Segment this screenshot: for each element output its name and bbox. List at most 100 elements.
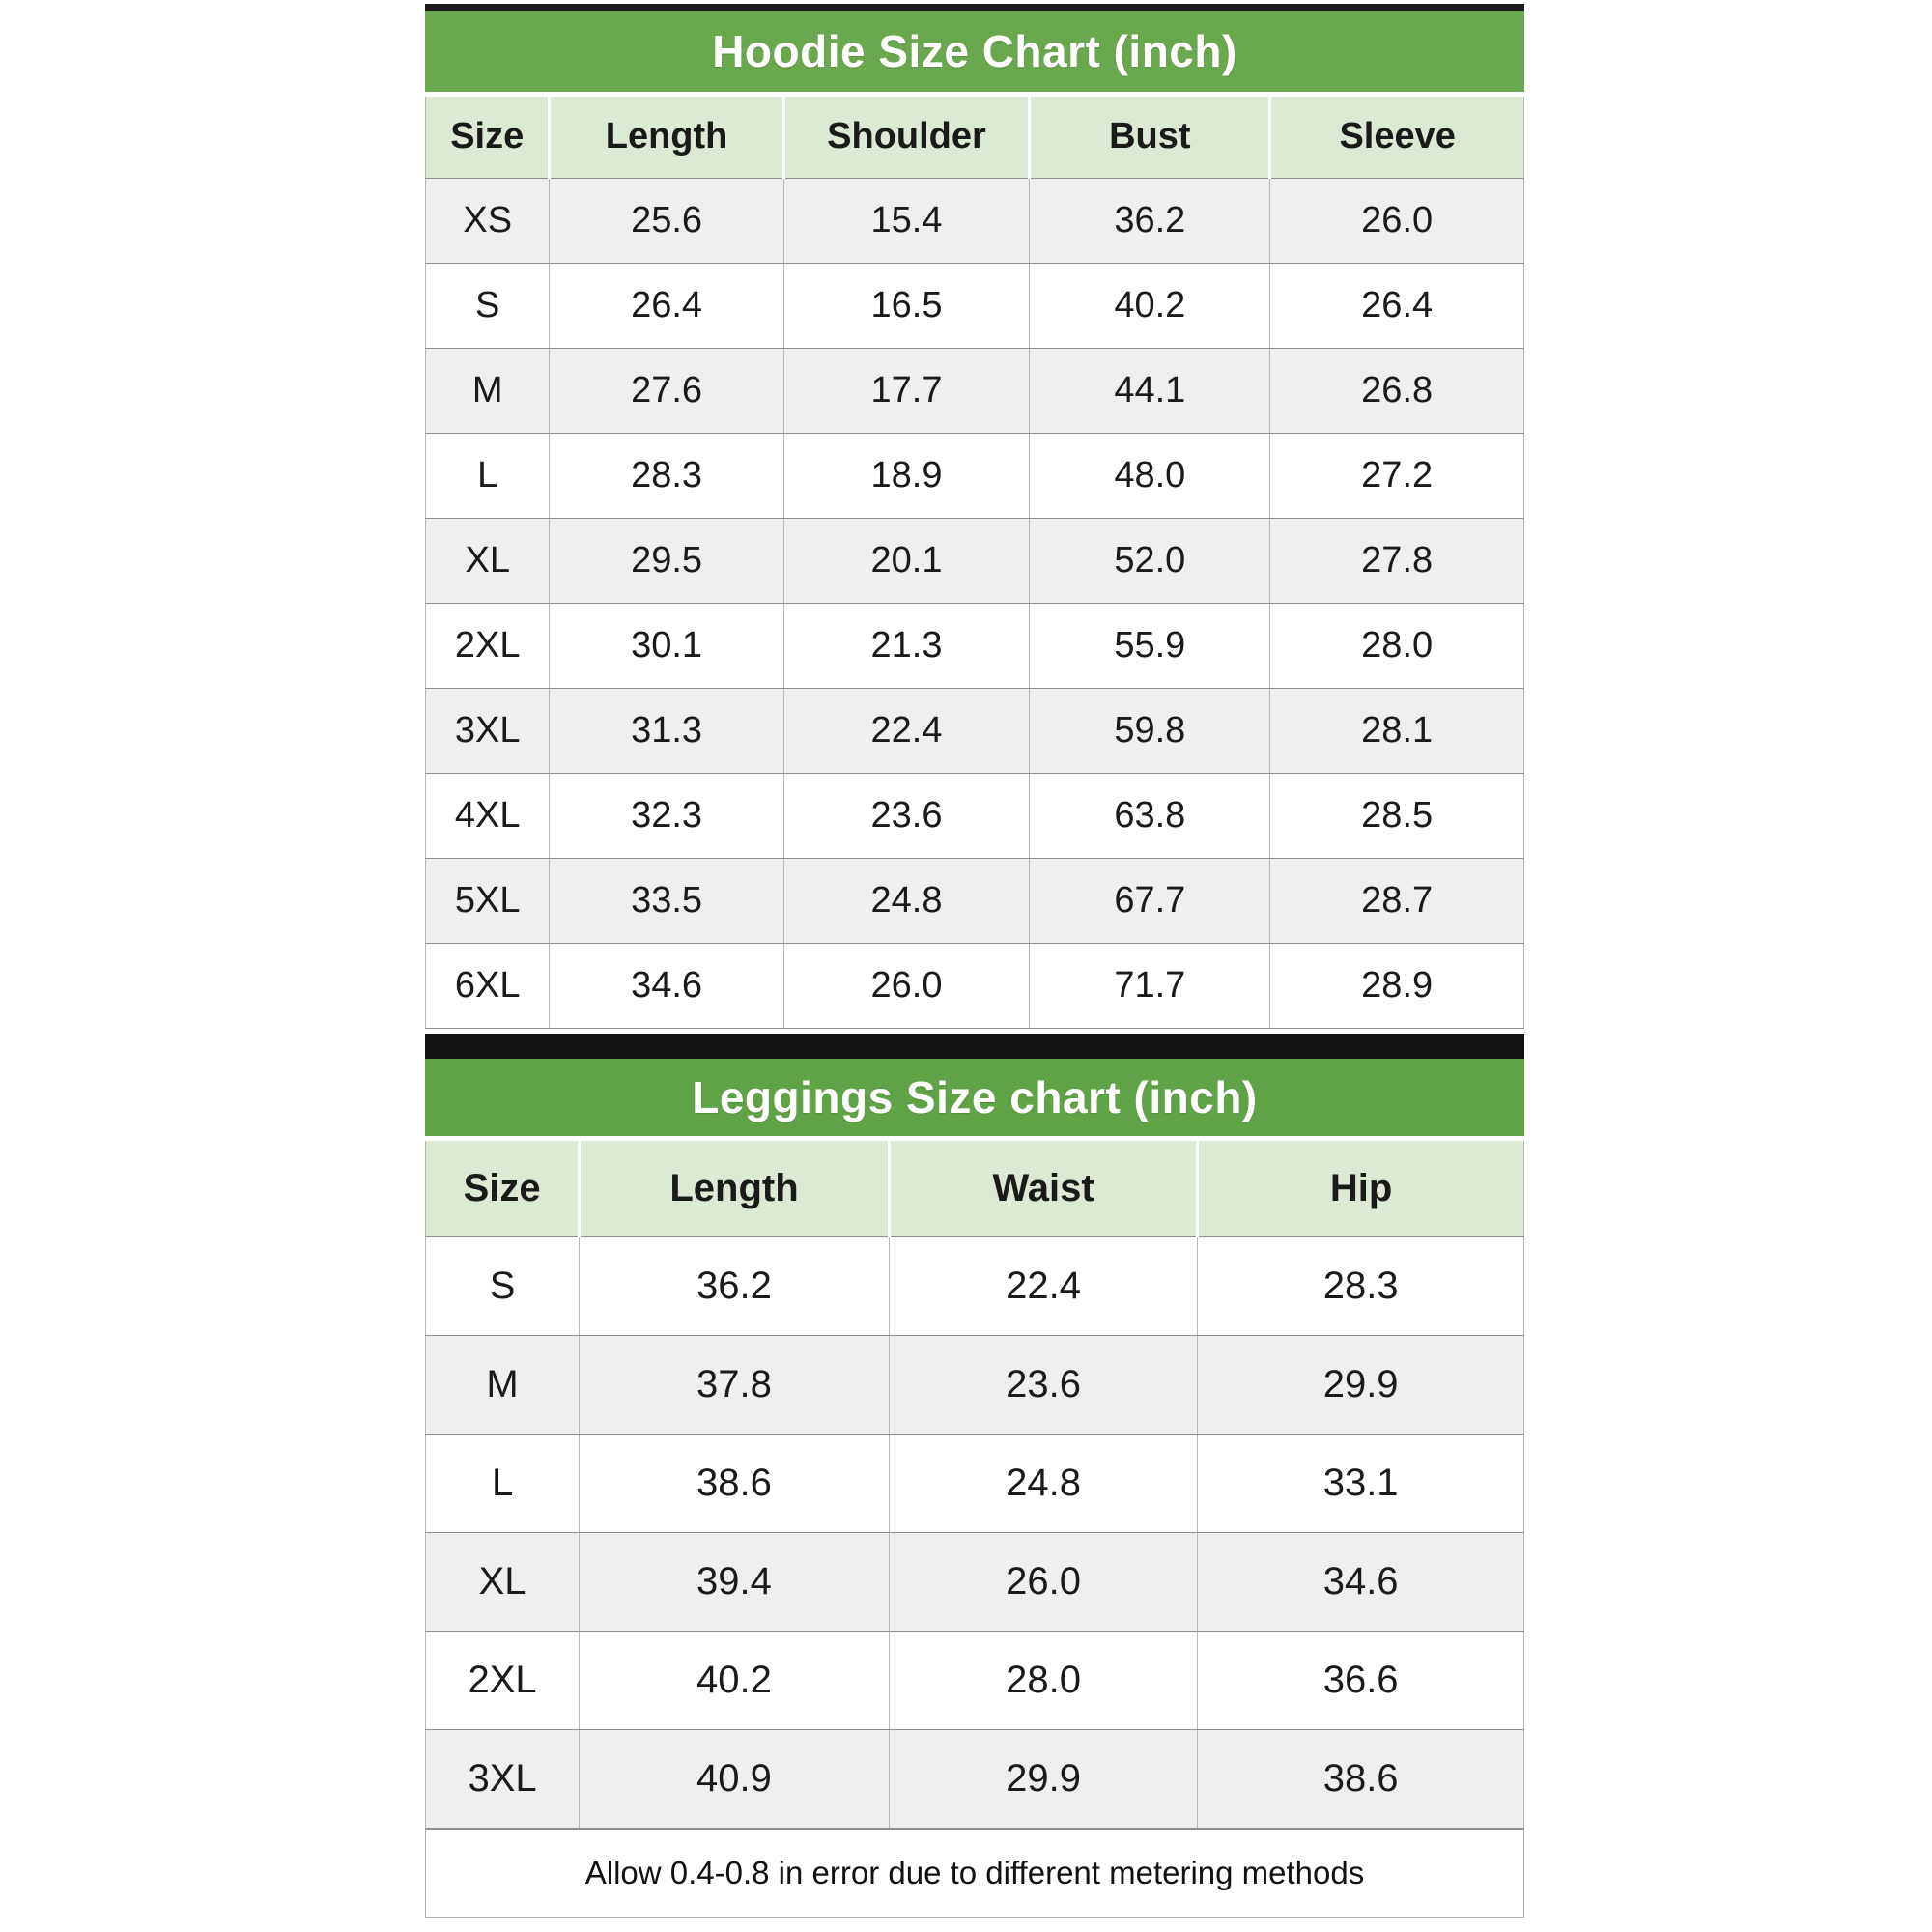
table-cell: 22.4 xyxy=(782,687,1031,774)
size-cell: M xyxy=(424,1335,581,1435)
hoodie-col-size: Size xyxy=(424,97,552,179)
size-cell: M xyxy=(424,347,551,434)
table-cell: 22.4 xyxy=(888,1236,1199,1336)
hoodie-title-bar: Hoodie Size Chart (inch) xyxy=(425,11,1524,92)
table-cell: 25.6 xyxy=(549,177,784,264)
table-row: M 27.6 17.7 44.1 26.8 xyxy=(424,347,1524,434)
table-cell: 23.6 xyxy=(782,772,1031,859)
size-cell: 2XL xyxy=(424,602,551,689)
table-cell: 32.3 xyxy=(549,772,784,859)
size-cell: S xyxy=(424,262,551,349)
table-row: L 28.3 18.9 48.0 27.2 xyxy=(424,432,1524,519)
hoodie-col-bust: Bust xyxy=(1028,97,1272,179)
table-cell: 26.4 xyxy=(1269,262,1524,349)
table-cell: 23.6 xyxy=(888,1335,1199,1435)
table-cell: 37.8 xyxy=(579,1335,890,1435)
size-chart-sheet: Hoodie Size Chart (inch) Size Length Sho… xyxy=(424,4,1524,1918)
table-row: S 36.2 22.4 28.3 xyxy=(424,1236,1524,1336)
table-cell: 28.3 xyxy=(1197,1236,1524,1336)
table-cell: 40.2 xyxy=(1029,262,1271,349)
size-cell: XS xyxy=(424,177,551,264)
table-cell: 40.9 xyxy=(579,1729,890,1829)
table-row: S 26.4 16.5 40.2 26.4 xyxy=(424,262,1524,349)
size-cell: XL xyxy=(424,1532,581,1632)
table-row: 2XL 30.1 21.3 55.9 28.0 xyxy=(424,602,1524,689)
table-cell: 26.0 xyxy=(888,1532,1199,1632)
hoodie-col-sleeve: Sleeve xyxy=(1268,97,1524,179)
table-cell: 28.0 xyxy=(888,1631,1199,1730)
table-cell: 48.0 xyxy=(1029,432,1271,519)
leggings-table-header: Size Length Waist Hip xyxy=(424,1140,1524,1237)
table-row: L 38.6 24.8 33.1 xyxy=(424,1434,1524,1533)
table-cell: 33.5 xyxy=(549,857,784,944)
table-cell: 28.0 xyxy=(1269,602,1524,689)
leggings-size-chart-section: Leggings Size chart (inch) Size Length W… xyxy=(424,1058,1524,1829)
table-cell: 28.9 xyxy=(1269,942,1524,1029)
table-cell: 31.3 xyxy=(549,687,784,774)
table-cell: 59.8 xyxy=(1029,687,1271,774)
size-cell: L xyxy=(424,432,551,519)
table-cell: 34.6 xyxy=(1197,1532,1524,1632)
table-row: XL 29.5 20.1 52.0 27.8 xyxy=(424,517,1524,604)
table-cell: 38.6 xyxy=(1197,1729,1524,1829)
table-cell: 26.4 xyxy=(549,262,784,349)
table-cell: 24.8 xyxy=(888,1434,1199,1533)
table-row: XS 25.6 15.4 36.2 26.0 xyxy=(424,177,1524,264)
size-cell: 3XL xyxy=(424,1729,581,1829)
table-cell: 16.5 xyxy=(782,262,1031,349)
table-cell: 29.5 xyxy=(549,517,784,604)
size-cell: 4XL xyxy=(424,772,551,859)
table-cell: 15.4 xyxy=(782,177,1031,264)
table-cell: 44.1 xyxy=(1029,347,1271,434)
table-cell: 24.8 xyxy=(782,857,1031,944)
size-cell: S xyxy=(424,1236,581,1336)
hoodie-col-shoulder: Shoulder xyxy=(781,97,1032,179)
table-cell: 20.1 xyxy=(782,517,1031,604)
hoodie-table-header: Size Length Shoulder Bust Sleeve xyxy=(424,97,1524,179)
table-row: 3XL 31.3 22.4 59.8 28.1 xyxy=(424,687,1524,774)
table-cell: 52.0 xyxy=(1029,517,1271,604)
table-cell: 26.8 xyxy=(1269,347,1524,434)
table-row: 5XL 33.5 24.8 67.7 28.7 xyxy=(424,857,1524,944)
table-cell: 39.4 xyxy=(579,1532,890,1632)
table-row: XL 39.4 26.0 34.6 xyxy=(424,1532,1524,1632)
table-row: 2XL 40.2 28.0 36.6 xyxy=(424,1631,1524,1730)
table-cell: 21.3 xyxy=(782,602,1031,689)
table-cell: 28.1 xyxy=(1269,687,1524,774)
table-cell: 67.7 xyxy=(1029,857,1271,944)
table-cell: 55.9 xyxy=(1029,602,1271,689)
leggings-col-waist: Waist xyxy=(887,1140,1200,1237)
table-cell: 28.5 xyxy=(1269,772,1524,859)
table-cell: 28.3 xyxy=(549,432,784,519)
table-cell: 27.8 xyxy=(1269,517,1524,604)
size-cell: 3XL xyxy=(424,687,551,774)
table-cell: 33.1 xyxy=(1197,1434,1524,1533)
leggings-col-size: Size xyxy=(424,1140,582,1237)
size-cell: 2XL xyxy=(424,1631,581,1730)
table-row: 3XL 40.9 29.9 38.6 xyxy=(424,1729,1524,1829)
table-cell: 29.9 xyxy=(888,1729,1199,1829)
leggings-table-title: Leggings Size chart (inch) xyxy=(692,1071,1258,1122)
tolerance-note: Allow 0.4-0.8 in error due to different … xyxy=(425,1829,1524,1918)
table-row: 4XL 32.3 23.6 63.8 28.5 xyxy=(424,772,1524,859)
table-cell: 36.2 xyxy=(579,1236,890,1336)
table-cell: 28.7 xyxy=(1269,857,1524,944)
table-cell: 26.0 xyxy=(782,942,1031,1029)
table-cell: 40.2 xyxy=(579,1631,890,1730)
table-cell: 63.8 xyxy=(1029,772,1271,859)
table-cell: 29.9 xyxy=(1197,1335,1524,1435)
table-cell: 36.2 xyxy=(1029,177,1271,264)
leggings-size-table: Size Length Waist Hip S 36.2 22.4 28.3 M xyxy=(424,1140,1524,1829)
table-cell: 34.6 xyxy=(549,942,784,1029)
hoodie-table-title: Hoodie Size Chart (inch) xyxy=(712,26,1237,76)
table-cell: 27.2 xyxy=(1269,432,1524,519)
table-cell: 30.1 xyxy=(549,602,784,689)
black-separator-bar xyxy=(425,1033,1524,1059)
table-cell: 17.7 xyxy=(782,347,1031,434)
hoodie-size-table: Size Length Shoulder Bust Sleeve XS 25.6… xyxy=(424,97,1524,1029)
size-cell: 5XL xyxy=(424,857,551,944)
table-cell: 18.9 xyxy=(782,432,1031,519)
size-cell: L xyxy=(424,1434,581,1533)
leggings-col-hip: Hip xyxy=(1196,1140,1524,1237)
